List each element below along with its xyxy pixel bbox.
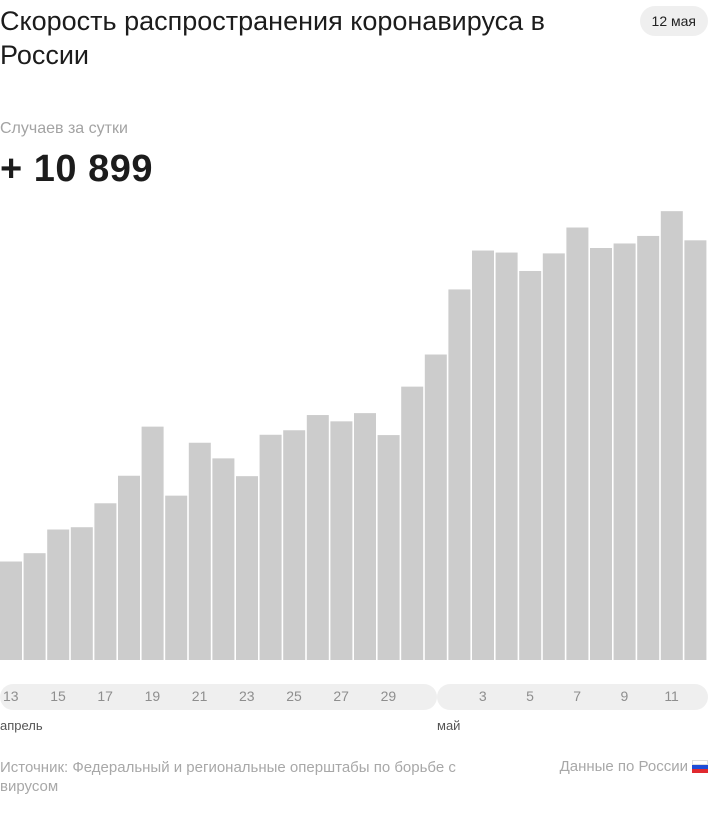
bar-26-апреля <box>306 415 329 660</box>
bar-5-мая <box>519 270 542 660</box>
bar-19-апреля <box>141 426 164 660</box>
x-tick-label: 21 <box>191 688 208 704</box>
bar-14-апреля <box>23 553 46 660</box>
bar-23-апреля <box>236 476 258 660</box>
x-tick-label: 23 <box>239 688 255 704</box>
bar-6-мая <box>542 253 565 660</box>
date-badge: 12 мая <box>639 6 708 36</box>
x-tick-label: 13 <box>3 688 19 704</box>
bar-24-апреля <box>259 434 282 660</box>
bar-10-мая <box>637 235 660 660</box>
bar-21-апреля <box>188 442 211 660</box>
x-tick-label: 7 <box>573 688 582 704</box>
bar-20-апреля <box>165 495 188 660</box>
bar-12-мая <box>684 240 707 661</box>
bar-11-мая <box>660 211 683 660</box>
bar-3-мая <box>472 250 494 660</box>
bar-8-мая <box>590 248 612 660</box>
bar-28-апреля <box>354 413 376 660</box>
bar-29-апреля <box>377 435 400 660</box>
bar-30-апреля <box>401 386 424 660</box>
bar-18-апреля <box>118 475 140 660</box>
russia-flag-icon <box>692 760 708 773</box>
month-label-april: апрель <box>0 718 43 733</box>
x-tick-label: 17 <box>97 688 113 704</box>
x-tick-label: 15 <box>50 688 66 704</box>
x-tick-label: 29 <box>380 688 397 704</box>
month-label-may: май <box>437 718 461 733</box>
x-tick-label: 27 <box>333 688 349 704</box>
bar-9-мая <box>613 243 636 660</box>
x-tick-label: 3 <box>478 688 487 704</box>
daily-cases-label: Случаев за сутки <box>0 120 128 137</box>
x-tick-label: 9 <box>620 688 629 704</box>
bar-17-апреля <box>94 503 117 660</box>
bar-7-мая <box>566 227 589 660</box>
x-tick-label: 19 <box>144 688 161 704</box>
bar-16-апреля <box>70 527 93 660</box>
may-axis-pill <box>437 684 708 710</box>
bar-chart <box>0 211 707 661</box>
bar-25-апреля <box>283 430 306 660</box>
bar-13-апреля <box>0 561 22 660</box>
russia-data-link-label: Данные по России <box>559 758 688 775</box>
bar-27-апреля <box>330 421 353 660</box>
x-tick-label: 5 <box>526 688 534 704</box>
bar-2-мая <box>448 289 471 660</box>
daily-cases-value: + 10 899 <box>0 148 153 190</box>
chart-title: Скорость распространения коронавируса в … <box>0 6 546 70</box>
x-tick-label: 11 <box>664 688 679 704</box>
bar-22-апреля <box>212 458 235 660</box>
russia-data-link[interactable]: Данные по России <box>560 758 708 775</box>
bar-15-апреля <box>47 529 70 660</box>
bar-1-мая <box>424 354 447 660</box>
source-note: Источник: Федеральный и региональные опе… <box>0 759 456 795</box>
x-tick-label: 25 <box>286 688 302 704</box>
april-axis-pill <box>0 684 437 710</box>
bar-4-мая <box>495 252 518 661</box>
